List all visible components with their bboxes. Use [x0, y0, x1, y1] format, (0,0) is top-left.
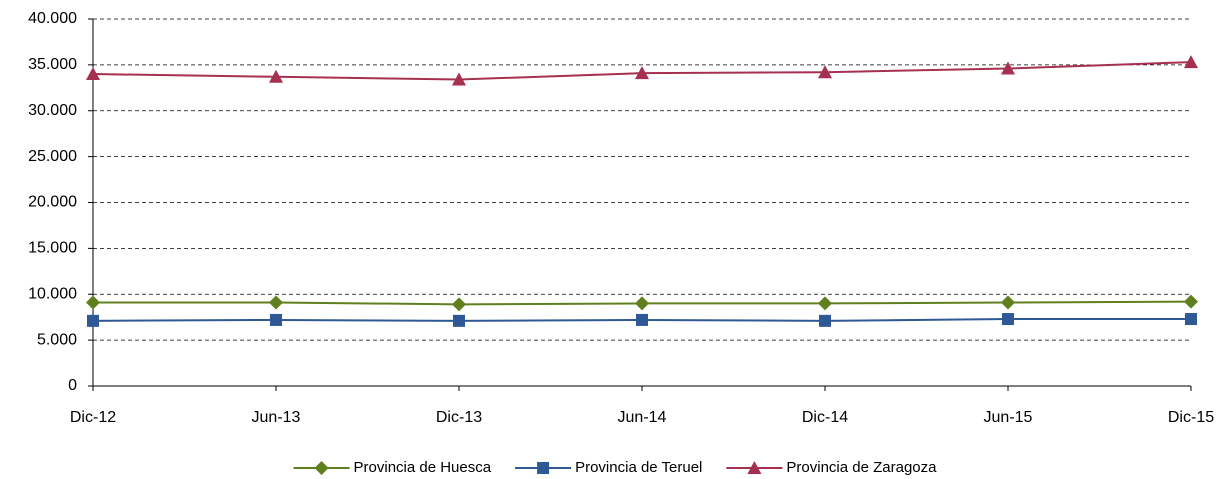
marker — [1001, 61, 1015, 75]
marker — [1001, 295, 1015, 310]
x-tick-label: Dic-15 — [1168, 409, 1214, 426]
y-tick-label: 40.000 — [28, 10, 77, 27]
marker — [635, 66, 649, 80]
marker — [86, 67, 100, 81]
marker — [452, 297, 466, 312]
marker — [1002, 313, 1014, 326]
y-tick-label: 25.000 — [28, 148, 77, 165]
y-tick-label: 20.000 — [28, 194, 77, 211]
legend-label: Provincia de Teruel — [575, 459, 702, 476]
x-tick-label: Dic-12 — [70, 409, 116, 426]
marker — [1184, 294, 1198, 309]
marker — [747, 461, 762, 474]
marker — [635, 296, 649, 311]
x-tick-label: Dic-13 — [436, 409, 482, 426]
y-tick-label: 15.000 — [28, 240, 77, 257]
x-tick-label: Jun-14 — [618, 409, 667, 426]
marker — [87, 314, 99, 327]
x-tick-label: Jun-13 — [252, 409, 301, 426]
y-tick-label: 0 — [68, 377, 77, 394]
marker — [269, 69, 283, 83]
y-tick-label: 10.000 — [28, 285, 77, 302]
marker — [1185, 313, 1197, 326]
marker — [819, 314, 831, 327]
legend-label: Provincia de Huesca — [354, 459, 492, 476]
marker — [453, 314, 465, 327]
marker — [818, 296, 832, 311]
marker — [818, 65, 832, 79]
x-tick-label: Dic-14 — [802, 409, 848, 426]
legend-label: Provincia de Zaragoza — [786, 459, 937, 476]
marker — [636, 313, 648, 326]
y-tick-label: 30.000 — [28, 102, 77, 119]
x-tick-label: Jun-15 — [984, 409, 1033, 426]
marker — [269, 295, 283, 310]
y-tick-label: 5.000 — [37, 331, 77, 348]
y-tick-label: 35.000 — [28, 56, 77, 73]
marker — [86, 295, 100, 310]
marker — [1184, 55, 1198, 69]
marker — [537, 462, 550, 474]
marker — [270, 313, 282, 326]
marker — [314, 461, 329, 475]
marker — [452, 72, 466, 86]
legend: Provincia de Huesca Provincia de Teruel Pr… — [293, 459, 937, 476]
